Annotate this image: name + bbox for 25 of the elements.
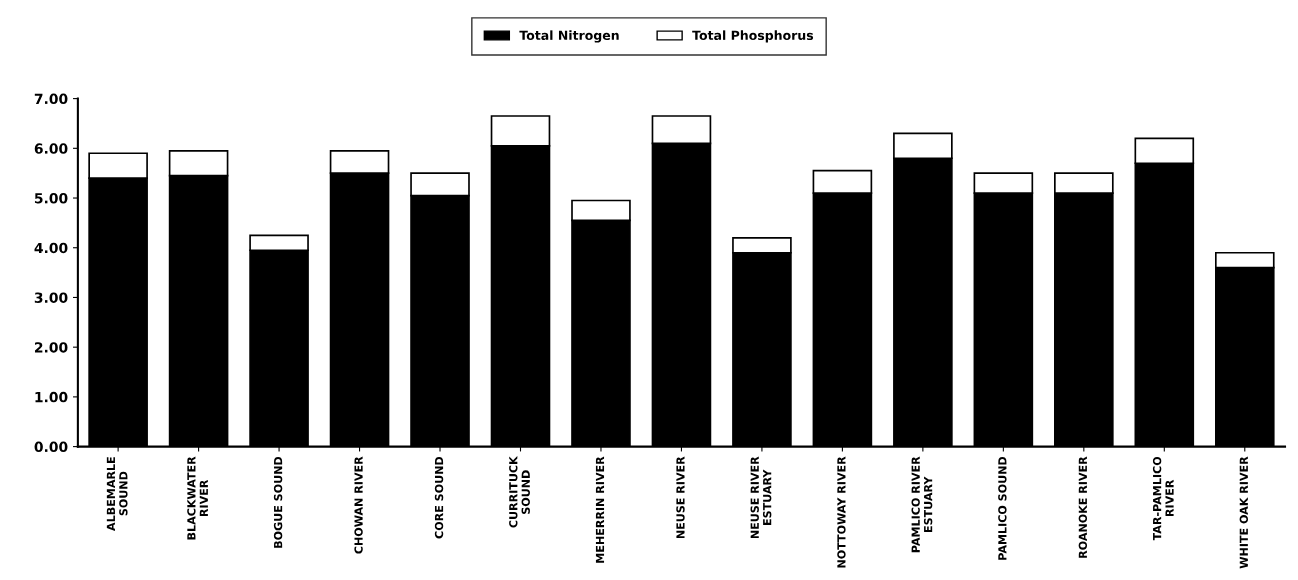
x-tick-label: PAMLICO RIVER ESTUARY: [911, 456, 933, 553]
x-tick-label: BLACKWATER RIVER: [187, 456, 208, 540]
x-tick-label: NEUSE RIVER: [676, 456, 685, 539]
y-tick-label: 3.00: [34, 292, 68, 303]
y-tick-label: 2.00: [34, 342, 68, 353]
x-tick-label: CHOWAN RIVER: [354, 456, 363, 554]
x-tick-label: ROANOKE RIVER: [1078, 456, 1088, 558]
y-tick-label: 4.00: [34, 242, 68, 254]
x-tick-label: WHITE OAK RIVER: [1239, 456, 1249, 569]
x-tick-label: PAMLICO SOUND: [998, 456, 1007, 560]
x-tick-label: TAR-PAMLICO RIVER: [1152, 456, 1174, 541]
x-tick-label: NEUSE RIVER ESTUARY: [750, 456, 772, 539]
y-tick-label: 6.00: [34, 143, 68, 154]
y-tick-label: 5.00: [34, 193, 68, 204]
x-tick-label: CORE SOUND: [434, 456, 444, 539]
x-tick-label: CURRITUCK SOUND: [509, 455, 530, 528]
x-tick-label: ALBEMARLE SOUND: [106, 457, 128, 531]
y-tick-label: 1.00: [35, 391, 68, 403]
legend-label: Total Phosphorus: [692, 30, 814, 43]
legend-label: Total Nitrogen: [519, 30, 619, 43]
x-tick-label: NOTTOWAY RIVER: [837, 456, 846, 568]
x-tick-label: BOGUE SOUND: [273, 456, 283, 548]
y-tick-label: 7.00: [34, 93, 68, 105]
x-tick-label: MEHERRIN RIVER: [595, 456, 605, 563]
y-tick-label: 0.00: [34, 441, 68, 453]
